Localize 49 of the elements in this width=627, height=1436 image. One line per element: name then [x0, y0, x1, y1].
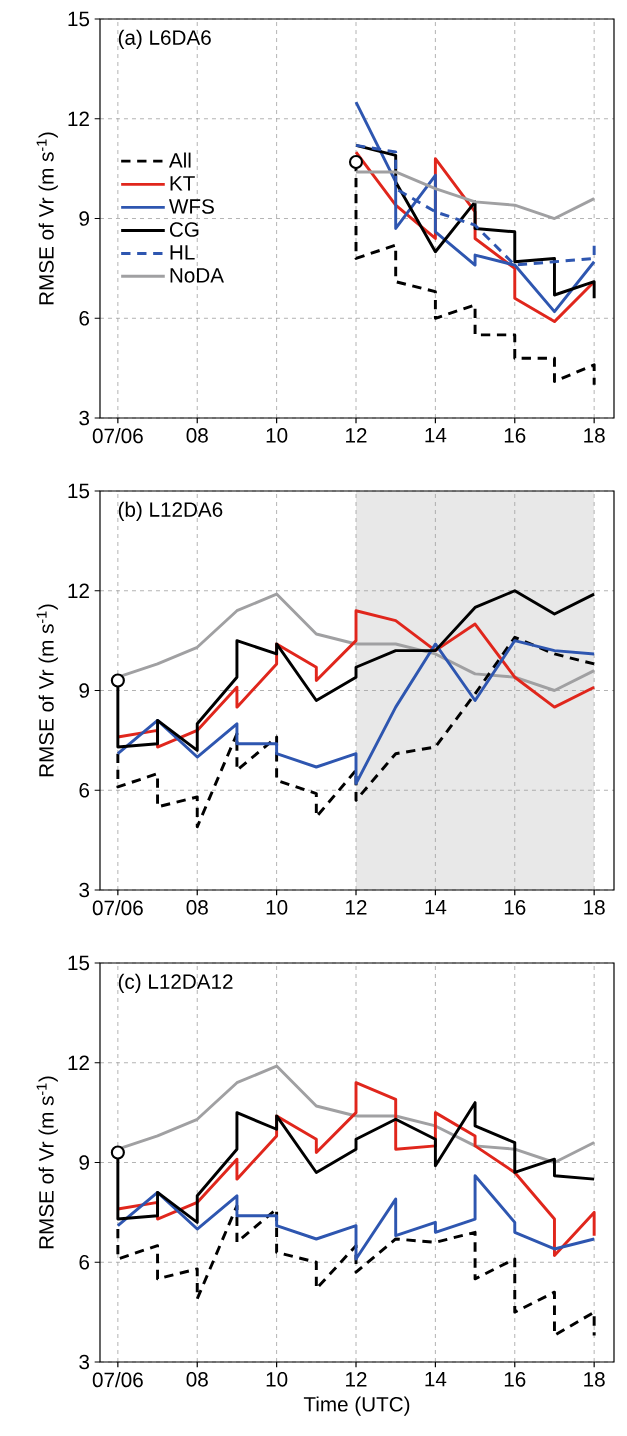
x-tick-label: 10 [266, 428, 288, 443]
x-tick-label: 07/06 [92, 428, 143, 444]
y-tick-label: 12 [68, 111, 89, 126]
y-tick-label: 15 [68, 955, 90, 971]
y-tick-label: 12 [68, 583, 89, 598]
x-tick-label: 08 [186, 900, 208, 915]
x-tick-label: 07/06 [92, 1372, 143, 1388]
legend-label: HL [170, 245, 195, 260]
x-tick-label: 14 [425, 428, 447, 443]
x-tick-label: 12 [346, 1372, 367, 1387]
y-axis-title: RMSE of Vr (m s$^{-1}$) [36, 1076, 58, 1249]
y-tick-label: 3 [79, 410, 90, 426]
y-tick-label: 15 [68, 483, 90, 499]
x-tick-label: 14 [425, 1372, 447, 1387]
x-tick-label: 10 [266, 900, 288, 915]
chart-title: (a) L6DA6 [118, 29, 211, 49]
y-tick-label: 6 [79, 310, 90, 326]
y-tick-label: 6 [79, 782, 90, 798]
y-tick-label: 6 [79, 1254, 90, 1270]
x-tick-label: 18 [584, 900, 605, 915]
y-tick-label: 12 [68, 1055, 89, 1070]
x-tick-label: 10 [266, 1372, 288, 1387]
y-axis-title: RMSE of Vr (m s$^{-1}$) [36, 604, 58, 777]
legend-label: CG [169, 222, 199, 237]
x-tick-label: 16 [504, 900, 526, 915]
y-tick-label: 3 [79, 1354, 90, 1370]
x-tick-label: 08 [186, 428, 208, 443]
y-axis-title: RMSE of Vr (m s$^{-1}$) [36, 132, 58, 305]
x-tick-label: 16 [504, 1372, 526, 1387]
y-tick-label: 9 [79, 683, 89, 698]
y-tick-label: 3 [79, 882, 90, 898]
y-tick-label: 9 [79, 1155, 89, 1170]
x-tick-label: 18 [584, 1372, 605, 1387]
chart-title: (c) L12DA12 [118, 973, 233, 993]
chart-title: (b) L12DA6 [118, 501, 223, 521]
x-axis-title: Time (UTC) [303, 1396, 410, 1416]
x-tick-label: 14 [425, 900, 447, 915]
x-tick-label: 08 [186, 1372, 208, 1387]
x-tick-label: 18 [584, 428, 605, 443]
y-tick-label: 9 [79, 211, 89, 226]
x-tick-label: 07/06 [92, 900, 143, 916]
legend-label: KT [170, 176, 195, 191]
x-tick-label: 12 [346, 428, 367, 443]
x-tick-label: 12 [346, 900, 367, 915]
legend-label: NoDA [170, 268, 224, 283]
legend-label: WFS [169, 199, 214, 214]
x-tick-label: 16 [504, 428, 526, 443]
legend-label: All [168, 152, 191, 168]
y-tick-label: 15 [68, 11, 90, 27]
